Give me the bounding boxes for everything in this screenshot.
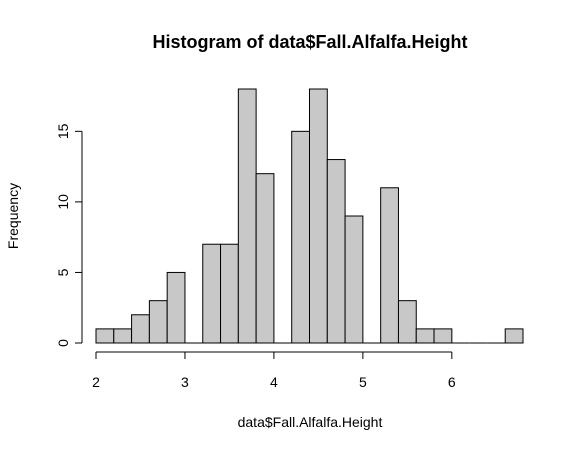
y-tick-label: 0 xyxy=(55,339,71,347)
histogram-bar xyxy=(504,328,524,344)
x-tick-label: 3 xyxy=(181,374,189,390)
histogram-bar xyxy=(397,300,417,344)
x-axis-label: data$Fall.Alfalfa.Height xyxy=(238,414,383,430)
histogram-bar xyxy=(220,243,239,344)
histogram-bar xyxy=(255,173,275,344)
y-tick-label: 10 xyxy=(55,194,71,210)
histogram-bar xyxy=(166,271,186,344)
x-axis: 2 3 4 5 6 xyxy=(92,351,456,390)
histogram-bar xyxy=(344,215,364,344)
histogram-bar xyxy=(202,243,222,344)
x-tick-label: 5 xyxy=(359,374,367,390)
histogram-bar xyxy=(309,88,328,344)
bars-group xyxy=(95,88,524,344)
histogram-bar xyxy=(237,88,257,344)
x-tick-label: 2 xyxy=(92,374,100,390)
y-axis: 0 5 10 15 xyxy=(55,123,83,347)
y-axis-label: Frequency xyxy=(5,183,21,249)
histogram-bar xyxy=(95,328,115,344)
y-tick-label: 15 xyxy=(55,123,71,139)
chart-title: Histogram of data$Fall.Alfalfa.Height xyxy=(152,32,467,52)
y-tick-label: 5 xyxy=(55,268,71,276)
x-tick-label: 6 xyxy=(448,374,456,390)
histogram-bar xyxy=(148,300,168,344)
histogram-bar xyxy=(113,328,133,344)
histogram-bar xyxy=(415,328,435,344)
histogram-bar xyxy=(326,159,346,344)
histogram-bar xyxy=(131,314,150,344)
x-tick-label: 4 xyxy=(270,374,278,390)
histogram-bar xyxy=(433,328,453,344)
histogram-bar xyxy=(380,187,399,344)
histogram-bar xyxy=(291,130,311,344)
